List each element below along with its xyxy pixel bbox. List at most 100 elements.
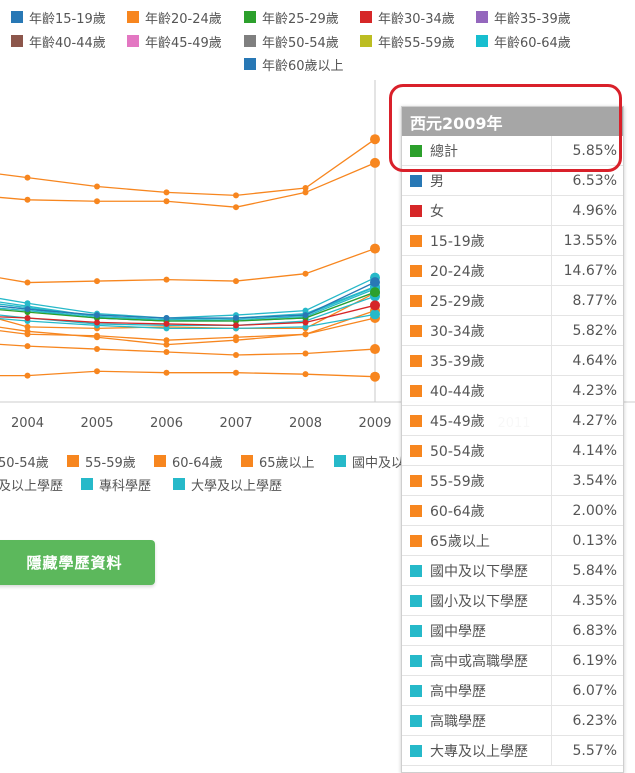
legend-item[interactable]: 年齡50-54歲 xyxy=(244,30,339,52)
tooltip-swatch xyxy=(410,144,422,157)
legend-swatch xyxy=(476,11,488,23)
data-point xyxy=(94,312,100,319)
legend-item[interactable]: 專科學歷 xyxy=(81,473,151,495)
tooltip-row-name: 大專及以上學歷 xyxy=(402,736,552,765)
tooltip-row-name: 高中學歷 xyxy=(402,676,552,705)
legend-item[interactable]: 年齡25-29歲 xyxy=(244,6,339,28)
line-chart[interactable]: 2004200520062007200820092011 xyxy=(0,80,635,440)
legend-swatch xyxy=(244,35,256,47)
legend-item[interactable]: 及以上學歷 xyxy=(0,473,63,495)
legend-item[interactable]: 年齡40-44歲 xyxy=(11,30,106,52)
tooltip-row: 50-54歲 4.14% xyxy=(402,436,623,466)
legend-label: 60-64歲 xyxy=(172,455,223,471)
tooltip-swatch xyxy=(410,384,422,397)
tooltip-swatch xyxy=(410,654,422,667)
data-point xyxy=(24,323,31,330)
x-tick-label: 2007 xyxy=(219,416,252,431)
data-point xyxy=(94,334,100,341)
tooltip-row-value: 4.23% xyxy=(572,382,617,399)
tooltip-swatch xyxy=(410,354,422,367)
legend-label: 年齡60-64歲 xyxy=(494,35,571,51)
tooltip-row-value: 8.77% xyxy=(572,292,617,309)
tooltip-swatch xyxy=(410,744,422,757)
tooltip-row-value: 0.13% xyxy=(572,532,617,549)
tooltip-rows: 總計 5.85% 男 6.53% 女 4.96% 15-19歲 13.55% 20-24歲 14.… xyxy=(402,136,623,766)
legend-item[interactable]: 年齡55-59歲 xyxy=(360,30,455,52)
legend-item[interactable]: 65歲以上 xyxy=(241,450,315,472)
data-point xyxy=(370,344,380,355)
data-point xyxy=(163,320,170,327)
tooltip-row: 15-19歲 13.55% xyxy=(402,226,623,256)
data-point xyxy=(94,183,100,190)
series xyxy=(0,277,380,322)
hide-education-data-button[interactable]: 隱藏學歷資料 xyxy=(0,540,155,585)
legend-label: 年齡20-24歲 xyxy=(145,11,222,27)
data-point xyxy=(24,328,31,335)
series xyxy=(0,157,380,211)
tooltip-row-label: 55-59歲 xyxy=(430,473,485,490)
tooltip-row-name: 國中及以下學歷 xyxy=(402,556,552,585)
legend-item[interactable]: 年齡20-24歲 xyxy=(127,6,222,28)
tooltip-row-name: 15-19歲 xyxy=(402,226,552,255)
tooltip-row-name: 25-29歲 xyxy=(402,286,552,315)
tooltip-row: 55-59歲 3.54% xyxy=(402,466,623,496)
tooltip-row: 40-44歲 4.23% xyxy=(402,376,623,406)
tooltip-swatch xyxy=(410,324,422,337)
data-point xyxy=(24,315,31,322)
tooltip-row-name: 45-49歲 xyxy=(402,406,552,435)
data-point xyxy=(302,189,309,196)
tooltip-swatch xyxy=(410,294,422,307)
tooltip-row-label: 45-49歲 xyxy=(430,413,485,430)
tooltip-row: 高中學歷 6.07% xyxy=(402,676,623,706)
tooltip-swatch xyxy=(410,624,422,637)
legend-item[interactable]: 國中及以 xyxy=(334,450,404,472)
series xyxy=(0,243,380,286)
data-point xyxy=(233,315,239,322)
tooltip-swatch xyxy=(410,714,422,727)
legend-item[interactable]: 年齡35-39歲 xyxy=(476,6,571,28)
legend-label: 大學及以上學歷 xyxy=(191,478,283,494)
legend-label: 年齡30-34歲 xyxy=(378,11,455,27)
legend-item[interactable]: 年齡60歲以上 xyxy=(244,53,344,75)
legend-item[interactable]: 50-54歲 xyxy=(0,450,49,472)
tooltip-row-value: 6.23% xyxy=(572,712,617,729)
tooltip-row-value: 5.57% xyxy=(572,742,617,759)
tooltip-swatch xyxy=(410,444,422,457)
tooltip-row: 國中學歷 6.83% xyxy=(402,616,623,646)
tooltip-row-name: 國中學歷 xyxy=(402,616,552,645)
tooltip-row-value: 5.82% xyxy=(572,322,617,339)
legend-item[interactable]: 55-59歲 xyxy=(67,450,136,472)
series-line xyxy=(0,162,376,208)
legend-item[interactable]: 60-64歲 xyxy=(154,450,223,472)
data-point xyxy=(94,346,100,353)
legend-item[interactable]: 年齡60-64歲 xyxy=(476,30,571,52)
data-point xyxy=(24,174,31,181)
chart-tooltip: 西元2009年 總計 5.85% 男 6.53% 女 4.96% 15-19歲 13.55% 2… xyxy=(401,106,624,773)
tooltip-swatch xyxy=(410,414,422,427)
legend-item[interactable]: 大學及以上學歷 xyxy=(173,473,282,495)
tooltip-row: 女 4.96% xyxy=(402,196,623,226)
tooltip-row: 65歲以上 0.13% xyxy=(402,526,623,556)
tooltip-row: 男 6.53% xyxy=(402,166,623,196)
tooltip-row-value: 4.35% xyxy=(572,592,617,609)
legend-label: 年齡35-39歲 xyxy=(494,11,571,27)
series xyxy=(0,368,380,382)
bottom-legend: 50-54歲 55-59歲 60-64歲 65歲以上 國中及以 及以上學歷 專科… xyxy=(0,448,635,498)
tooltip-row-name: 35-39歲 xyxy=(402,346,552,375)
tooltip-row-name: 女 xyxy=(402,196,552,225)
tooltip-row-label: 國小及以下學歷 xyxy=(430,593,528,610)
legend-label: 及以上學歷 xyxy=(0,478,64,494)
tooltip-row-value: 14.67% xyxy=(563,262,617,279)
tooltip-row-label: 國中及以下學歷 xyxy=(430,563,528,580)
data-point xyxy=(163,198,170,205)
legend-item[interactable]: 年齡30-34歲 xyxy=(360,6,455,28)
data-point xyxy=(302,371,309,378)
data-point xyxy=(94,368,100,375)
tooltip-row-label: 30-34歲 xyxy=(430,323,485,340)
data-point xyxy=(163,349,170,356)
legend-item[interactable]: 年齡15-19歲 xyxy=(11,6,106,28)
tooltip-swatch xyxy=(410,234,422,247)
legend-item[interactable]: 年齡45-49歲 xyxy=(127,30,222,52)
tooltip-row-value: 5.85% xyxy=(572,142,617,159)
tooltip-row-name: 高職學歷 xyxy=(402,706,552,735)
